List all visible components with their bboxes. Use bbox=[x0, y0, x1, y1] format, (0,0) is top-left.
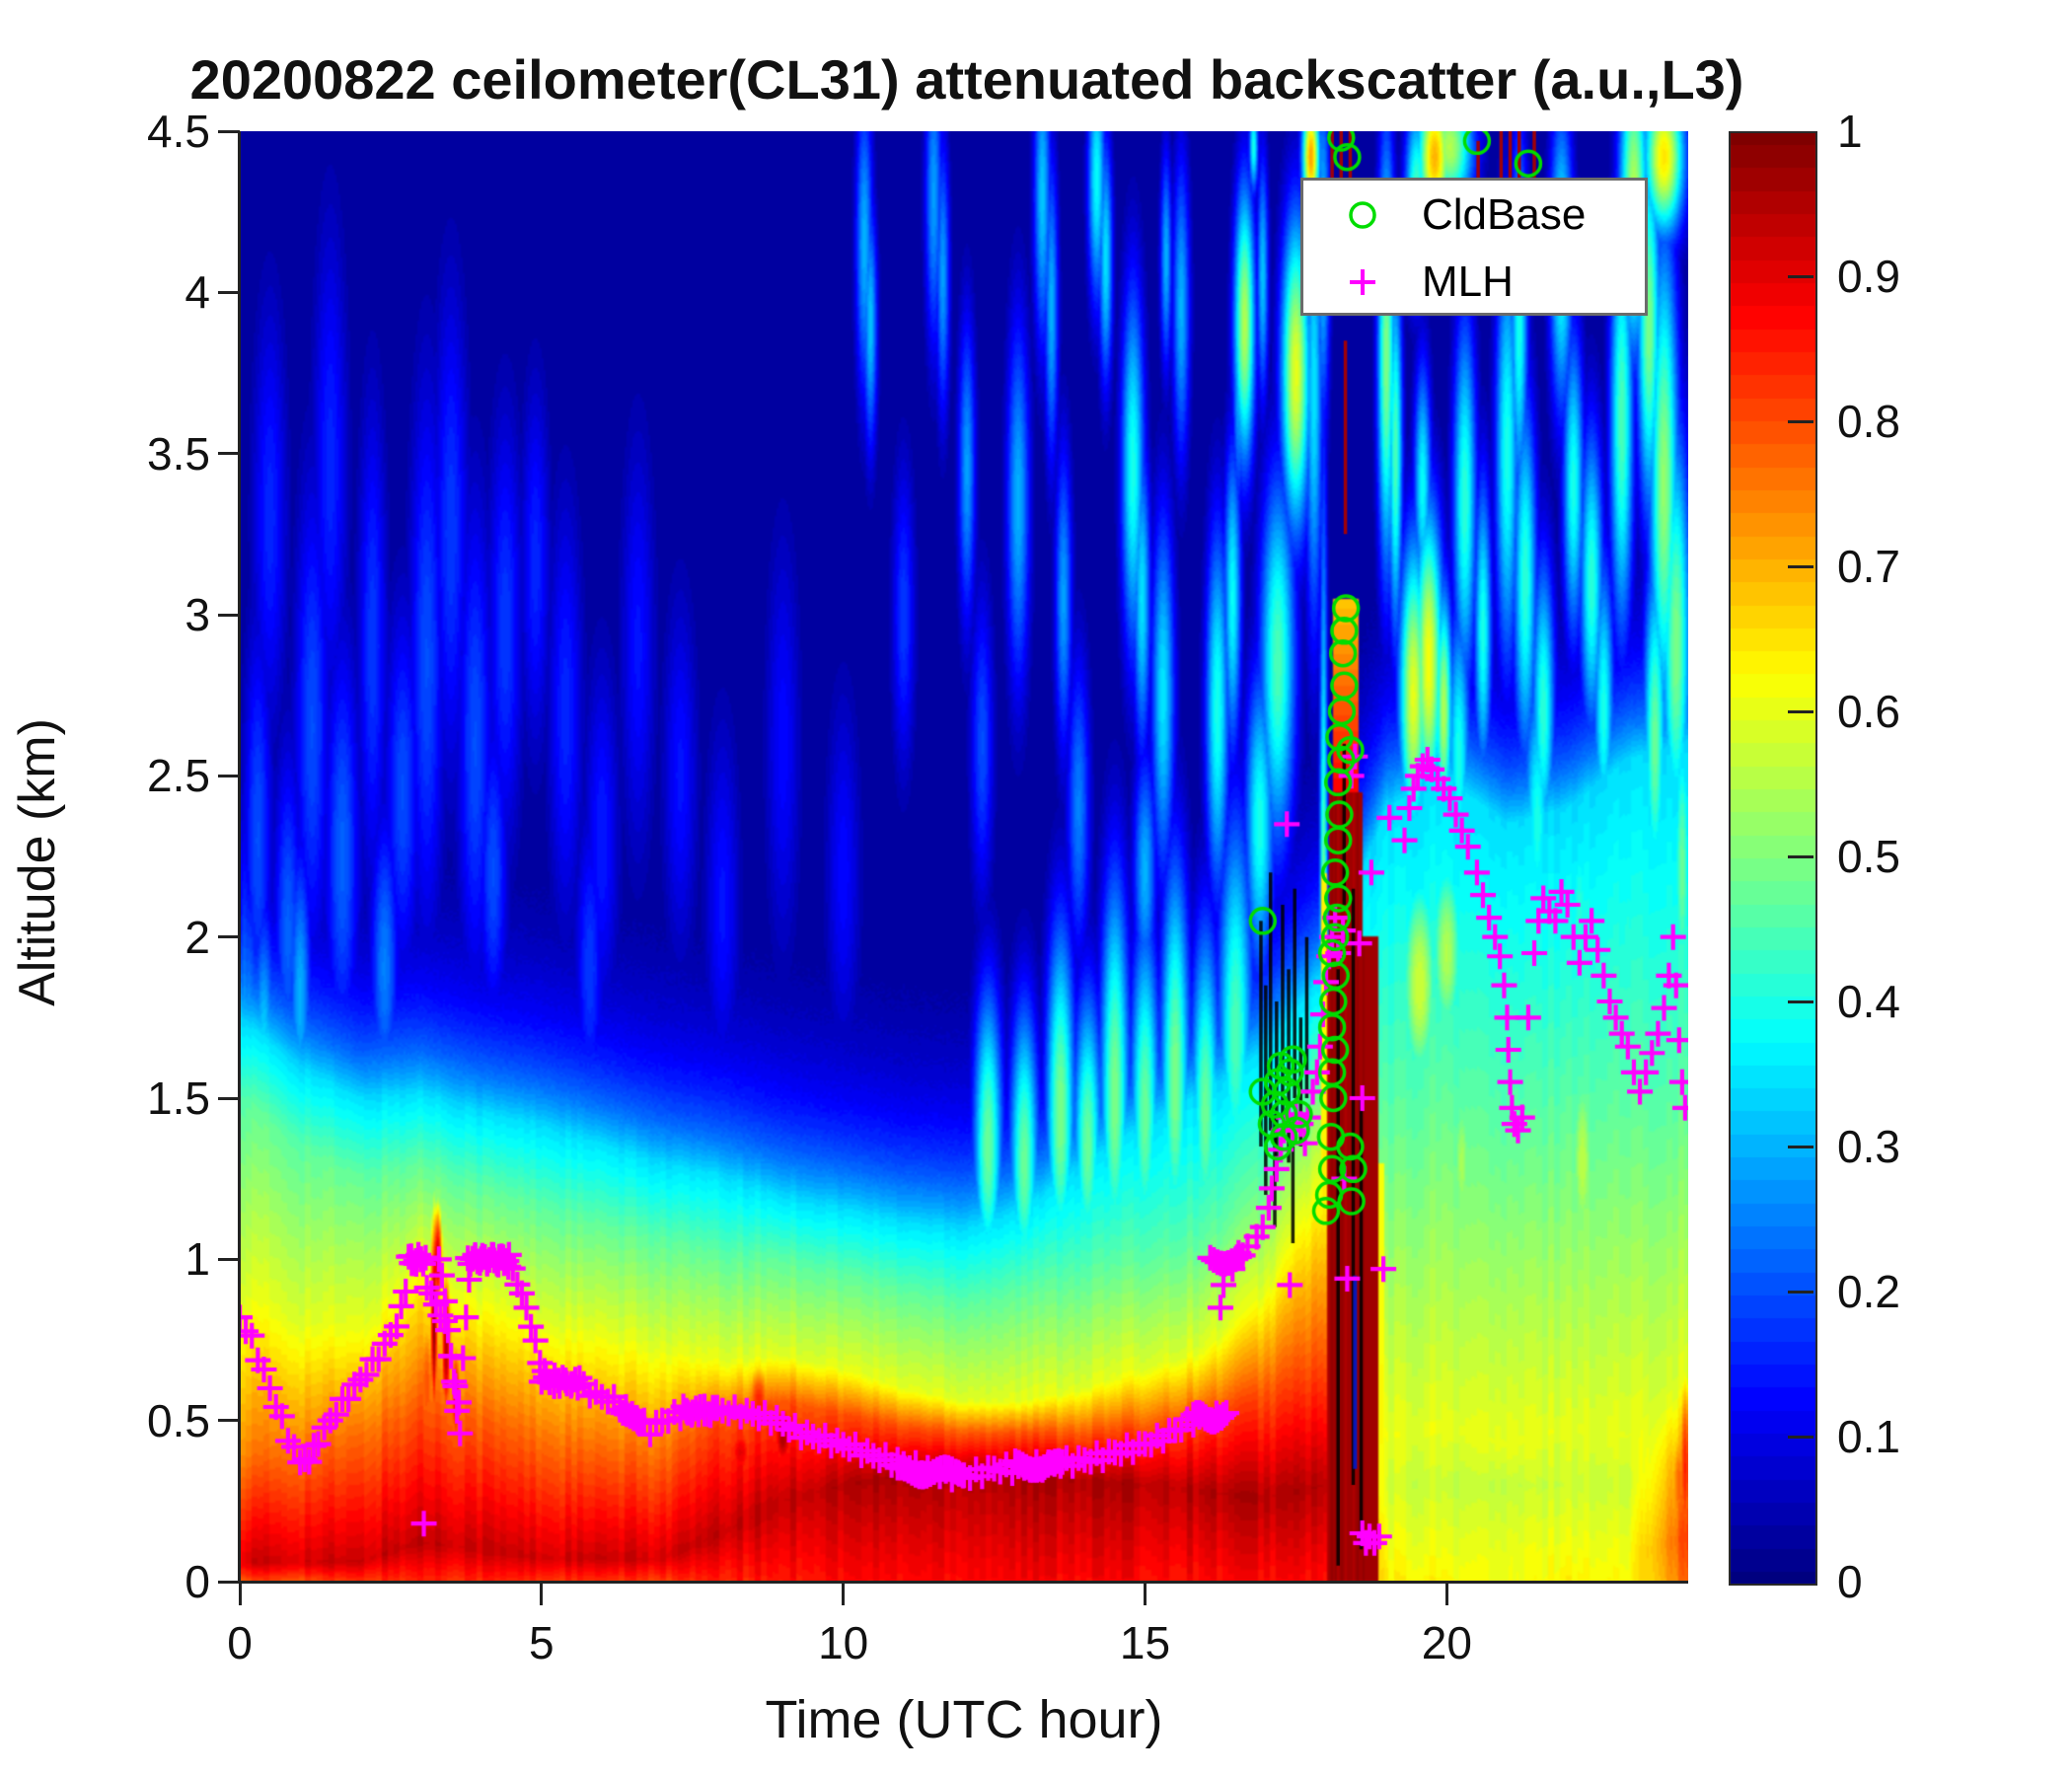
y-tick-mark bbox=[218, 129, 240, 133]
y-tick-mark bbox=[218, 1419, 240, 1423]
y-tick-label: 2.5 bbox=[147, 750, 210, 802]
y-tick-label: 4 bbox=[185, 266, 210, 319]
chart-title: 20200822 ceilometer(CL31) attenuated bac… bbox=[189, 48, 1744, 111]
y-axis-line bbox=[238, 131, 241, 1584]
y-tick-label: 1 bbox=[185, 1233, 210, 1286]
y-tick-mark bbox=[218, 1580, 240, 1584]
colorbar-tick-label: 0.6 bbox=[1837, 686, 1900, 737]
colorbar-tick-label: 0.1 bbox=[1837, 1411, 1900, 1462]
colorbar-tick-label: 0 bbox=[1837, 1556, 1863, 1607]
colorbar-tick-mark bbox=[1788, 1145, 1813, 1148]
y-tick-label: 3 bbox=[185, 589, 210, 640]
y-tick-mark bbox=[218, 290, 240, 294]
colorbar-tick-label: 0.3 bbox=[1837, 1121, 1900, 1172]
y-tick-mark bbox=[218, 774, 240, 777]
colorbar-tick-label: 0.2 bbox=[1837, 1266, 1900, 1317]
legend-label-cldbase: CldBase bbox=[1422, 190, 1587, 239]
colorbar-tick-label: 0.8 bbox=[1837, 396, 1900, 447]
x-tick-mark bbox=[1444, 1584, 1448, 1605]
x-axis-line bbox=[238, 1581, 1688, 1584]
x-tick-mark bbox=[238, 1584, 242, 1605]
colorbar-tick-label: 0.4 bbox=[1837, 976, 1900, 1027]
x-axis-label: Time (UTC hour) bbox=[765, 1690, 1163, 1749]
y-tick-mark bbox=[218, 452, 240, 456]
y-tick-mark bbox=[218, 1096, 240, 1100]
colorbar-tick-mark bbox=[1788, 999, 1813, 1003]
x-tick-mark bbox=[1144, 1584, 1147, 1605]
colorbar-tick-mark bbox=[1788, 854, 1813, 858]
legend-item-mlh: MLH bbox=[1303, 250, 1645, 315]
backscatter-heatmap bbox=[240, 131, 1688, 1582]
x-tick-label: 0 bbox=[227, 1617, 253, 1668]
legend-label-mlh: MLH bbox=[1422, 258, 1514, 306]
colorbar-tick-mark bbox=[1788, 564, 1813, 568]
y-tick-label: 0 bbox=[185, 1556, 210, 1607]
legend-item-cldbase: CldBase bbox=[1303, 183, 1645, 248]
colorbar-gradient bbox=[1729, 131, 1817, 1586]
colorbar-tick-label: 0.5 bbox=[1837, 831, 1900, 882]
y-tick-label: 1.5 bbox=[147, 1073, 210, 1124]
colorbar-tick-mark bbox=[1788, 1290, 1813, 1294]
y-tick-mark bbox=[218, 935, 240, 939]
x-tick-label: 20 bbox=[1421, 1617, 1472, 1668]
x-tick-label: 5 bbox=[529, 1617, 555, 1668]
y-tick-label: 0.5 bbox=[147, 1394, 210, 1446]
cldbase-circle-icon bbox=[1303, 198, 1422, 232]
colorbar-tick-mark bbox=[1788, 709, 1813, 713]
colorbar-tick-mark bbox=[1788, 1435, 1813, 1439]
mlh-plus-icon bbox=[1303, 265, 1422, 299]
colorbar-tick-mark bbox=[1788, 419, 1813, 423]
y-tick-mark bbox=[218, 613, 240, 617]
y-tick-label: 3.5 bbox=[147, 427, 210, 480]
x-tick-mark bbox=[540, 1584, 544, 1605]
x-tick-mark bbox=[842, 1584, 846, 1605]
legend-box: CldBase MLH bbox=[1300, 178, 1648, 316]
y-tick-label: 4.5 bbox=[147, 106, 210, 157]
colorbar-tick-mark bbox=[1788, 274, 1813, 278]
y-tick-label: 2 bbox=[185, 911, 210, 963]
colorbar-tick-label: 0.9 bbox=[1837, 251, 1900, 302]
y-axis-label: Altitude (km) bbox=[9, 718, 66, 1006]
x-tick-label: 10 bbox=[818, 1617, 869, 1668]
x-tick-label: 15 bbox=[1119, 1617, 1171, 1668]
colorbar-tick-label: 0.7 bbox=[1837, 541, 1900, 592]
y-tick-mark bbox=[218, 1257, 240, 1261]
colorbar-tick-label: 1 bbox=[1837, 106, 1863, 157]
